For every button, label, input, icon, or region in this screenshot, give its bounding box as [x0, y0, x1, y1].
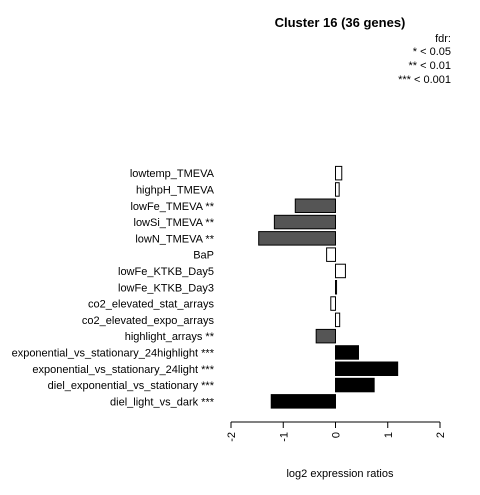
legend-item-1: * < 0.05 — [413, 46, 451, 58]
category-label-10: co2_elevated_expo_arrays — [82, 315, 215, 327]
x-tick-label-4: 1 — [383, 432, 395, 438]
category-label-1: lowtemp_TMEVA — [130, 168, 215, 180]
x-axis: -2 -1 0 1 2 — [226, 421, 447, 442]
x-tick-label-5: 2 — [435, 432, 447, 438]
legend-item-3: *** < 0.001 — [398, 74, 451, 86]
bar-13 — [335, 361, 399, 376]
category-label-12: exponential_vs_stationary_24highlight **… — [12, 347, 215, 359]
bar-12 — [335, 345, 359, 360]
category-label-4: lowSi_TMEVA ** — [134, 217, 215, 229]
bar-1 — [335, 165, 343, 181]
bar-14 — [335, 377, 375, 393]
category-label-6: BaP — [193, 250, 214, 262]
category-label-2: highpH_TMEVA — [136, 184, 215, 196]
category-label-9: co2_elevated_stat_arrays — [88, 299, 214, 311]
category-label-3: lowFe_TMEVA ** — [130, 201, 214, 213]
legend: fdr: * < 0.05 ** < 0.01 *** < 0.001 — [398, 33, 451, 86]
bar-11 — [315, 328, 337, 344]
legend-item-2: ** < 0.01 — [408, 60, 451, 72]
bar-2 — [335, 182, 340, 197]
bar-7 — [335, 263, 346, 279]
x-tick-label-2: -1 — [278, 432, 290, 442]
x-tick-label-3: 0 — [331, 432, 343, 438]
bar-8 — [335, 280, 338, 295]
bar-6 — [326, 247, 336, 262]
legend-title: fdr: — [435, 33, 451, 45]
bar-4 — [273, 214, 336, 230]
bar-15 — [270, 394, 337, 409]
category-label-14: diel_exponential_vs_stationary *** — [48, 380, 215, 392]
bar-3 — [294, 198, 336, 213]
x-tick-label-1: -2 — [226, 432, 238, 442]
category-label-15: diel_light_vs_dark *** — [110, 396, 215, 408]
category-label-5: lowN_TMEVA ** — [135, 233, 214, 245]
plot-area — [258, 165, 399, 409]
category-label-8: lowFe_KTKB_Day3 — [118, 282, 214, 294]
x-axis-label: log2 expression ratios — [286, 468, 394, 480]
bar-10 — [335, 312, 341, 328]
bar-9 — [330, 296, 336, 311]
chart-title: Cluster 16 (36 genes) — [275, 15, 406, 30]
category-labels: lowtemp_TMEVA highpH_TMEVA lowFe_TMEVA ** l… — [12, 168, 215, 408]
category-label-7: lowFe_KTKB_Day5 — [118, 266, 214, 278]
category-label-11: highlight_arrays ** — [125, 331, 215, 343]
category-label-13: exponential_vs_stationary_24light *** — [32, 364, 214, 376]
bar-5 — [258, 231, 337, 246]
